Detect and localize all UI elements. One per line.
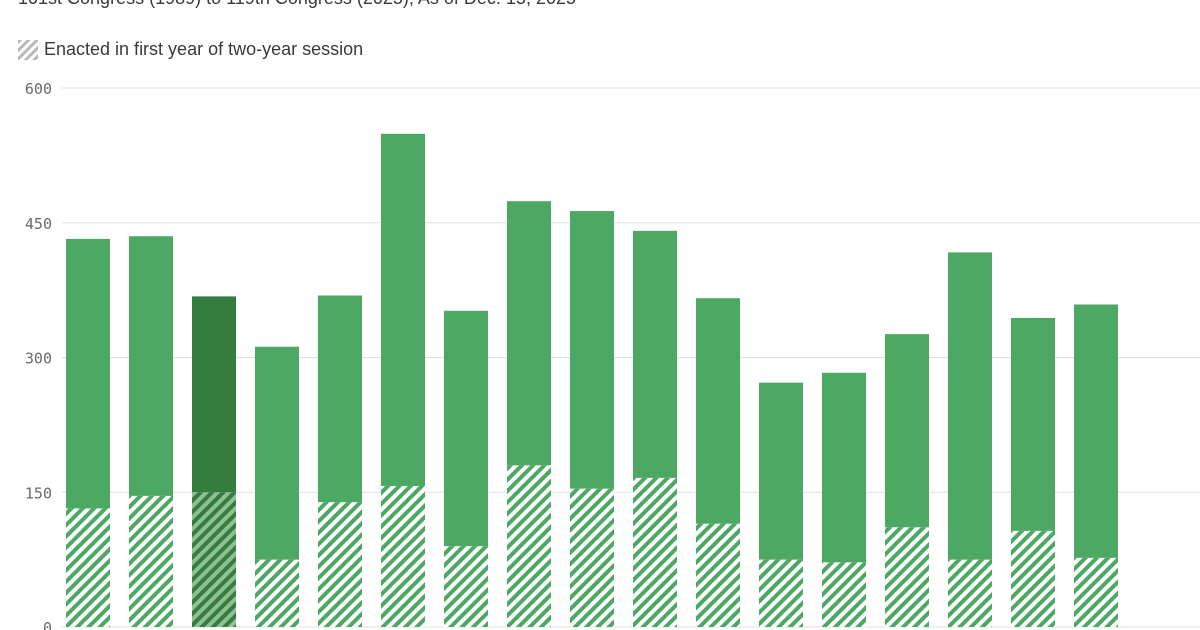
y-tick-label-600: 600 bbox=[25, 80, 52, 98]
y-tick-label-300: 300 bbox=[25, 350, 52, 368]
legend-label: Enacted in first year of two-year sessio… bbox=[44, 39, 364, 59]
legend-hatch-swatch bbox=[18, 39, 38, 60]
bar-second-year-113th bbox=[822, 372, 866, 563]
bar-second-year-112th bbox=[759, 382, 803, 560]
bar-group-109th bbox=[570, 211, 614, 627]
chart-subtitle: 101st Congress (1989) to 119th Congress … bbox=[18, 0, 576, 9]
bars bbox=[66, 133, 1118, 627]
bar-group-117th bbox=[1074, 304, 1118, 627]
bar-second-year-103rd bbox=[192, 296, 236, 493]
bar-group-113th bbox=[822, 372, 866, 627]
bar-second-year-104th bbox=[255, 346, 299, 560]
bar-second-year-116th bbox=[1011, 317, 1055, 531]
bar-first-year-115th bbox=[948, 559, 992, 627]
bar-first-year-114th bbox=[885, 527, 929, 627]
bar-group-105th bbox=[318, 295, 362, 627]
bar-group-103rd bbox=[192, 296, 236, 627]
bar-second-year-108th bbox=[507, 201, 551, 466]
bar-group-101st bbox=[66, 238, 110, 627]
bar-first-year-105th bbox=[318, 502, 362, 627]
bar-first-year-108th bbox=[507, 465, 551, 627]
legend: Enacted in first year of two-year sessio… bbox=[18, 39, 363, 60]
bar-second-year-102nd bbox=[129, 236, 173, 496]
bar-first-year-101st bbox=[66, 508, 110, 627]
bar-second-year-117th bbox=[1074, 304, 1118, 558]
bar-first-year-116th bbox=[1011, 530, 1055, 627]
y-tick-label-450: 450 bbox=[25, 215, 52, 233]
bar-first-year-111th bbox=[696, 523, 740, 627]
gridlines bbox=[62, 87, 1200, 628]
bar-first-year-109th bbox=[570, 488, 614, 627]
bar-second-year-105th bbox=[318, 295, 362, 503]
bar-group-111th bbox=[696, 298, 740, 627]
bar-group-108th bbox=[507, 201, 551, 627]
bar-first-year-104th bbox=[255, 559, 299, 627]
y-tick-label-150: 150 bbox=[25, 484, 52, 502]
bar-first-year-107th bbox=[444, 546, 488, 627]
bar-first-year-113th bbox=[822, 562, 866, 627]
bar-group-102nd bbox=[129, 236, 173, 627]
y-axis-ticks: 0 150 300 450 600 bbox=[25, 80, 52, 630]
bar-group-116th bbox=[1011, 317, 1055, 627]
bar-first-year-112th bbox=[759, 559, 803, 627]
bar-first-year-117th bbox=[1074, 557, 1118, 627]
bar-second-year-106th bbox=[381, 133, 425, 486]
bar-group-106th bbox=[381, 133, 425, 627]
bar-group-107th bbox=[444, 310, 488, 627]
bar-group-110th bbox=[633, 230, 677, 627]
bar-second-year-101st bbox=[66, 238, 110, 509]
bar-second-year-109th bbox=[570, 211, 614, 489]
bar-group-112th bbox=[759, 382, 803, 627]
bar-group-104th bbox=[255, 346, 299, 627]
bar-first-year-106th bbox=[381, 485, 425, 627]
bar-second-year-114th bbox=[885, 334, 929, 528]
y-tick-label-0: 0 bbox=[43, 619, 52, 630]
bar-first-year-102nd bbox=[129, 495, 173, 627]
bar-second-year-107th bbox=[444, 310, 488, 547]
bar-second-year-111th bbox=[696, 298, 740, 524]
bar-second-year-110th bbox=[633, 230, 677, 478]
bar-first-year-103rd bbox=[192, 492, 236, 627]
bar-first-year-110th bbox=[633, 477, 677, 627]
bar-group-115th bbox=[948, 252, 992, 627]
bar-group-114th bbox=[885, 334, 929, 627]
bar-second-year-115th bbox=[948, 252, 992, 560]
